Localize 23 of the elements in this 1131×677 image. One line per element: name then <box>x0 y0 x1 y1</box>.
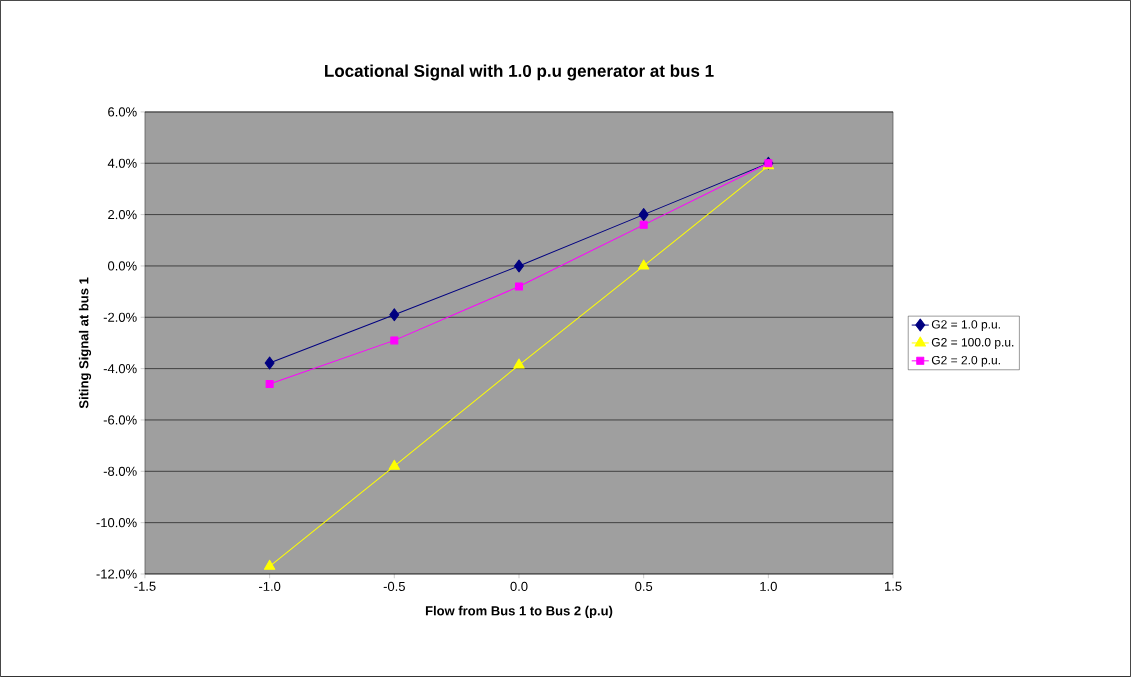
y-tick-label: -12.0% <box>96 569 137 579</box>
y-tick-label: -10.0% <box>96 518 137 528</box>
y-tick-label: -2.0% <box>103 312 137 322</box>
x-tick-label: 0.0 <box>510 581 528 592</box>
x-tick-label: 1.5 <box>885 581 902 591</box>
legend-label: G2 = 100.0 p.u. <box>931 338 1014 349</box>
chart-title: Locational Signal with 1.0 p.u generator at bus 1 <box>325 64 714 81</box>
y-tick-label: 0.0% <box>108 261 137 271</box>
y-tick-label: -8.0% <box>103 466 137 476</box>
y-tick-label: 6.0% <box>108 107 137 117</box>
x-tick-label: -1.0 <box>259 581 281 592</box>
y-tick-label: -4.0% <box>103 364 137 374</box>
x-tick-label: -0.5 <box>383 581 405 592</box>
y-axis-title: Siting Signal at bus 1 <box>78 277 92 409</box>
x-tick-label: 1.0 <box>760 581 777 592</box>
legend-label: G2 = 2.0 p.u. <box>931 355 1000 367</box>
x-tick-label: -1.5 <box>134 581 156 591</box>
y-tick-label: -6.0% <box>103 415 137 425</box>
y-tick-label: 4.0% <box>107 158 137 168</box>
legend-label: G2 = 1.0 p.u. <box>931 320 1000 332</box>
y-tick-label: 2.0% <box>108 210 137 220</box>
x-axis-title: Flow from Bus 1 to Bus 2 (p.u) <box>425 605 613 619</box>
x-tick-label: 0.5 <box>635 581 653 592</box>
